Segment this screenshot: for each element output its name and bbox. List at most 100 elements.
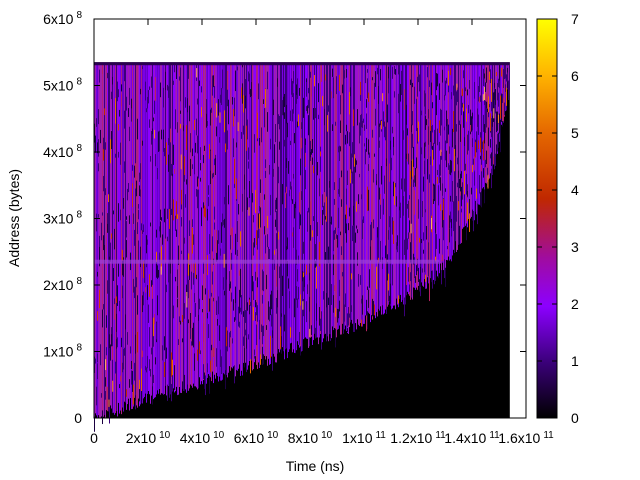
heatmap-segment [482,144,483,150]
heatmap-segment [391,160,392,171]
heatmap-column [337,64,338,330]
heatmap-hot-segment [404,89,405,110]
heatmap-column [152,64,153,401]
heatmap-hot-segment [496,71,497,77]
heatmap-segment [477,108,478,127]
heatmap-segment [437,128,438,146]
heatmap-segment [193,234,194,245]
heatmap-column [123,64,124,412]
heatmap-segment [444,126,445,131]
heatmap-segment [293,71,294,84]
heatmap-hot-segment [172,359,173,376]
heatmap-column [172,64,173,392]
heatmap-column [449,64,450,261]
heatmap-column [310,64,311,338]
heatmap-segment [101,222,102,241]
heatmap-segment [448,81,449,93]
heatmap-column [489,64,490,179]
heatmap-segment [135,395,136,401]
heatmap-segment [491,152,492,166]
heatmap-segment [196,118,197,136]
heatmap-hot-segment [255,189,256,214]
heatmap-segment [203,364,204,380]
heatmap-segment [317,162,318,176]
heatmap-segment [407,238,408,250]
heatmap-segment [174,365,175,383]
heatmap-column [180,64,181,393]
heatmap-segment [339,177,340,197]
heatmap-segment [145,81,146,101]
heatmap-segment [479,175,480,194]
heatmap-column [129,64,130,411]
heatmap-segment [507,67,508,73]
heatmap-segment [117,285,118,306]
heatmap-hot-segment [491,78,492,102]
heatmap-hot-segment [102,64,103,74]
heatmap-column [261,64,262,359]
heatmap-segment [235,233,236,255]
heatmap-hot-segment [486,93,487,102]
heatmap-segment [506,74,507,82]
heatmap-segment [360,94,361,101]
heatmap-sparkle [108,399,110,407]
heatmap-segment [324,315,325,335]
heatmap-hot-segment [169,209,170,229]
heatmap-column [444,64,445,260]
heatmap-segment [483,68,484,86]
heatmap-segment [190,312,191,330]
heatmap-segment [232,97,233,105]
heatmap-segment [380,240,381,262]
heatmap-segment [431,126,432,140]
heatmap-segment [127,332,128,345]
heatmap-segment [388,284,389,301]
heatmap-segment [256,302,257,316]
heatmap-column [353,64,354,332]
heatmap-segment [179,316,180,323]
heatmap-hot-segment [425,274,426,282]
heatmap-segment [285,278,286,294]
heatmap-segment [324,228,325,249]
heatmap-segment [457,182,458,188]
heatmap-column [170,64,171,395]
heatmap-column [212,64,213,372]
heatmap-segment [144,263,145,283]
heatmap-segment [152,386,153,405]
heatmap-column [164,64,165,395]
heatmap-segment [221,222,222,243]
heatmap-segment [198,369,199,389]
heatmap-segment [419,74,420,92]
heatmap-column [291,64,292,343]
heatmap-segment [250,89,251,98]
heatmap-segment [200,350,201,355]
heatmap-segment [497,134,498,152]
heatmap-segment [191,341,192,346]
heatmap-column [411,64,412,298]
heatmap-segment [218,99,219,116]
heatmap-column [262,64,263,360]
heatmap-segment [267,234,268,248]
heatmap-hot-segment [246,125,247,151]
heatmap-segment [281,313,282,317]
heatmap-segment [482,141,483,145]
heatmap-segment [420,266,421,287]
heatmap-segment [278,114,279,125]
heatmap-hot-segment [166,142,167,165]
heatmap-column [250,64,251,370]
heatmap-segment [428,126,429,145]
heatmap-segment [390,152,391,166]
heatmap-hot-segment [137,331,138,353]
heatmap-column [434,64,435,283]
heatmap-column [499,64,500,142]
heatmap-segment [412,133,413,148]
heatmap-segment [194,353,195,371]
heatmap-hot-segment [326,196,327,222]
heatmap-column [234,64,235,372]
heatmap-column [330,64,331,341]
heatmap-segment [185,97,186,108]
heatmap-segment [458,170,459,178]
heatmap-segment [331,284,332,305]
heatmap-sparkle [482,94,484,101]
heatmap-segment [120,209,121,221]
heatmap-segment [339,145,340,161]
heatmap-segment [168,154,169,172]
